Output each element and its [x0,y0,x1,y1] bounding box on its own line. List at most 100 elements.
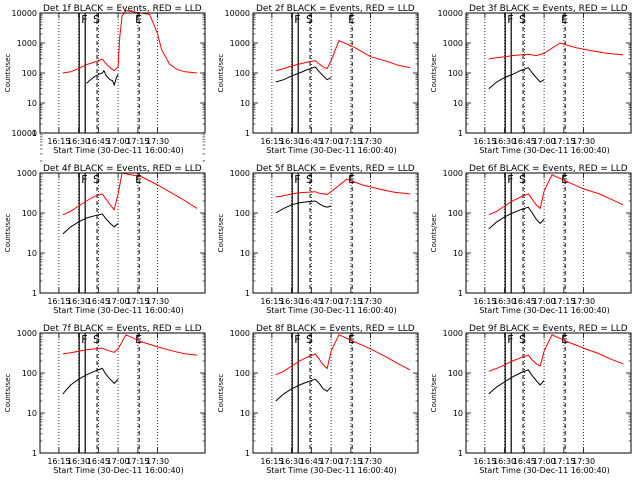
y-tick-label: 100 [235,369,250,378]
x-tick-label: 17:00 [107,297,130,306]
marker-label: S [306,13,313,26]
det-panel: Det 5f BLACK = Events, RED = LLD Counts/s… [217,164,419,315]
x-tick-label: 16:45 [300,457,323,466]
panel-title: Det 7f BLACK = Events, RED = LLD [43,324,202,334]
marker-label: S [306,333,313,346]
series-line [275,39,411,72]
y-tick-label: 1000 [443,329,463,338]
marker-label: E [135,333,142,346]
det-panel: Det 3f BLACK = Events, RED = LLD Counts/s… [430,4,632,155]
x-tick-label: 17:30 [359,457,382,466]
x-axis-label: Start Time (30-Dec-11 16:00:40) [479,466,610,475]
marker-label: E [348,13,355,26]
marker-label: S [519,333,526,346]
x-tick-label: 16:15 [47,457,70,466]
y-tick-label: 1 [32,129,37,138]
series-line [275,66,332,83]
marker-label: E [561,173,568,186]
x-tick-label: 17:00 [533,297,556,306]
y-axis-label: Counts/sec [217,54,225,93]
x-tick-label: 16:45 [300,297,323,306]
series-line [62,172,198,216]
marker-label: S [93,13,100,26]
x-tick-label: 16:30 [280,137,303,146]
marker-label: F [507,173,513,186]
x-tick-label: 16:45 [300,137,323,146]
y-tick-label: 100 [22,369,37,378]
plot-frame [465,332,632,454]
x-tick-label: 16:15 [473,297,496,306]
marker-label: F [294,13,300,26]
y-tick-label: 10 [240,249,250,258]
marker-label: F [81,333,87,346]
x-tick-label: 16:45 [87,137,110,146]
marker-label: S [519,13,526,26]
marker-label: S [519,173,526,186]
x-tick-label: 16:15 [47,297,70,306]
x-tick-label: 17:15 [126,297,149,306]
y-tick-label: 1000 [17,169,37,178]
y-tick-label: 10 [240,409,250,418]
det-panel: Det 2f BLACK = Events, RED = LLD Counts/s… [217,4,419,155]
x-tick-label: 16:30 [67,137,90,146]
marker-label: F [507,333,513,346]
x-axis-label: Start Time (30-Dec-11 16:00:40) [53,466,184,475]
x-tick-label: 17:30 [572,297,595,306]
y-tick-label: 1000 [230,329,250,338]
x-tick-label: 17:00 [107,457,130,466]
x-tick-label: 17:15 [126,457,149,466]
y-tick-label: 1 [458,129,463,138]
series-line [62,213,119,235]
x-tick-label: 17:15 [339,457,362,466]
y-tick-label: 1000 [17,39,37,48]
marker-label: F [294,173,300,186]
marker-label: S [306,173,313,186]
x-tick-label: 16:30 [280,297,303,306]
y-tick-label: 1000 [230,39,250,48]
marker-label: F [81,13,87,26]
x-tick-label: 17:15 [126,137,149,146]
plot-frame [39,172,206,294]
panel-title: Det 8f BLACK = Events, RED = LLD [256,324,415,334]
y-tick-label: 1 [458,289,463,298]
marker-label: F [507,13,513,26]
y-axis-label: Counts/sec [4,214,12,253]
series-line [488,174,624,216]
marker-label: E [135,173,142,186]
det-panel: Det 6f BLACK = Events, RED = LLD Counts/s… [430,164,632,315]
x-tick-label: 17:15 [552,297,575,306]
x-tick-label: 17:30 [359,297,382,306]
marker-label: E [348,333,355,346]
x-tick-label: 16:15 [473,137,496,146]
plot-frame [465,172,632,294]
series-line [488,369,545,395]
panel-title: Det 9f BLACK = Events, RED = LLD [469,324,628,334]
plot-frame [39,332,206,454]
y-tick-label: 10 [240,99,250,108]
panel-title: Det 5f BLACK = Events, RED = LLD [256,164,415,174]
x-tick-label: 17:30 [146,297,169,306]
x-tick-label: 16:15 [473,457,496,466]
x-tick-label: 17:00 [320,137,343,146]
x-tick-label: 16:45 [513,457,536,466]
series-line [275,178,411,198]
x-tick-label: 16:15 [260,297,283,306]
y-tick-label: 10000 [12,129,37,138]
x-tick-label: 17:00 [533,457,556,466]
series-line [488,206,545,230]
x-tick-label: 16:45 [513,137,536,146]
det-panel: Det 8f BLACK = Events, RED = LLD Counts/s… [217,324,419,475]
x-tick-label: 16:45 [513,297,536,306]
y-tick-label: 100 [235,69,250,78]
x-tick-label: 17:00 [320,297,343,306]
marker-label: S [93,333,100,346]
marker-label: S [93,173,100,186]
x-tick-label: 16:30 [493,457,516,466]
y-tick-label: 100 [235,209,250,218]
y-tick-label: 1000 [443,39,463,48]
y-tick-label: 10 [453,99,463,108]
det-panel: Det 4f BLACK = Events, RED = LLD Counts/s… [4,129,206,315]
marker-label: F [294,333,300,346]
plot-frame [252,332,419,454]
y-tick-label: 100 [448,69,463,78]
